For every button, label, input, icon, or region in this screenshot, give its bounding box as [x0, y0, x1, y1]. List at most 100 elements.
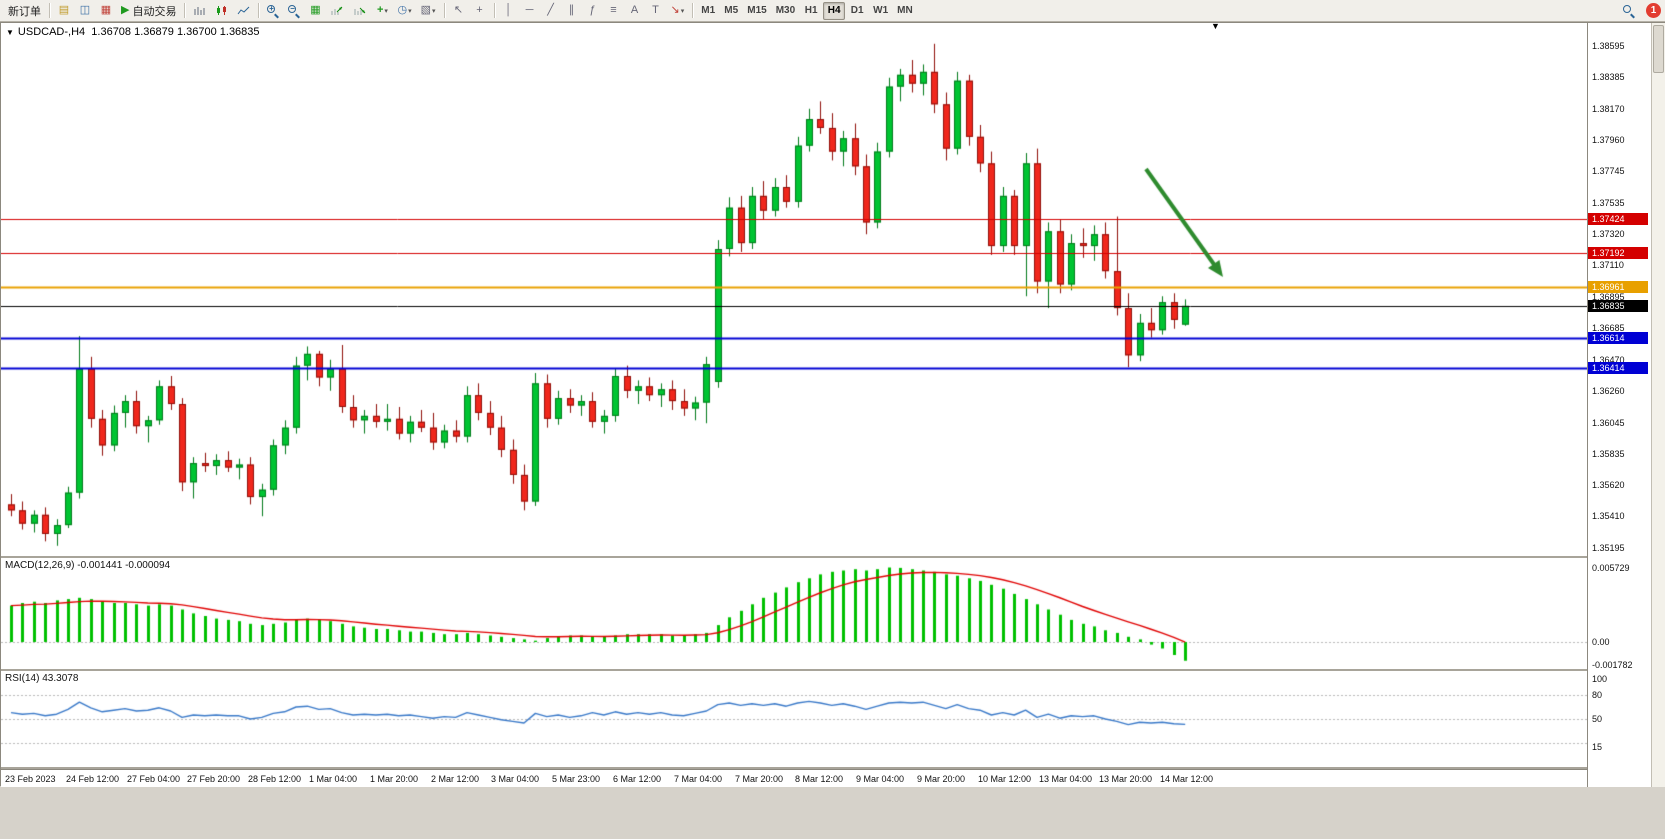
timeframe-button-m30[interactable]: M30 — [772, 2, 799, 20]
text-icon: A — [630, 4, 639, 16]
macd-label: MACD(12,26,9) — [5, 560, 75, 571]
rsi-scale-tick: 80 — [1592, 690, 1603, 700]
crosshair-button[interactable]: + — [470, 2, 490, 20]
toolbar-separator — [258, 3, 260, 18]
macd-panel-canvas[interactable] — [1, 558, 1587, 669]
auto-trading-button[interactable]: ▶ 自动交易 — [117, 2, 180, 20]
price-tick: 1.38170 — [1592, 104, 1625, 114]
pitchfork-button[interactable]: ≡ — [604, 2, 624, 20]
window-bottom-area — [0, 786, 1665, 839]
auto-trading-icon: ▶ — [121, 4, 130, 16]
price-tick: 1.36470 — [1592, 355, 1625, 365]
candle-chart-icon — [217, 6, 227, 15]
timeframe-button-m1[interactable]: M1 — [697, 2, 719, 20]
time-label: 24 Feb 12:00 — [66, 774, 120, 784]
arrows-button[interactable]: ↘ ▾ — [667, 2, 689, 20]
macd-scale-tick: -0.001782 — [1592, 660, 1633, 670]
ohlc-close: 1.36835 — [219, 26, 260, 38]
search-icon — [1623, 4, 1635, 18]
vertical-scrollbar[interactable] — [1651, 23, 1665, 787]
time-label: 1 Mar 04:00 — [309, 774, 358, 784]
price-tag: 1.36414 — [1588, 362, 1648, 374]
rsi-scale-tick: 15 — [1592, 742, 1603, 752]
vertical-line-button[interactable]: │ — [499, 2, 519, 20]
add-indicator-icon: + — [376, 4, 384, 16]
horizontal-line-button[interactable]: ─ — [520, 2, 540, 20]
price-tick: 1.36045 — [1592, 418, 1625, 428]
navigator-button[interactable]: ◫ — [75, 2, 95, 20]
timeframe-button-h1[interactable]: H1 — [800, 2, 822, 20]
main-chart-canvas[interactable] — [1, 23, 1587, 556]
chart-title: ▼ USDCAD-,H4 1.36708 1.36879 1.36700 1.36… — [6, 26, 260, 38]
time-label: 23 Feb 2023 — [5, 774, 56, 784]
timeframe-button-w1[interactable]: W1 — [869, 2, 892, 20]
time-label: 27 Feb 20:00 — [187, 774, 241, 784]
time-label: 7 Mar 04:00 — [674, 774, 723, 784]
label-button[interactable]: T — [646, 2, 666, 20]
market-watch-icon: ▤ — [58, 4, 70, 16]
line-chart-button[interactable] — [233, 2, 254, 20]
templates-button[interactable]: ▧ ▾ — [417, 2, 440, 20]
notification-badge[interactable]: 1 — [1646, 3, 1661, 18]
time-label: 6 Mar 12:00 — [613, 774, 662, 784]
bar-chart-icon — [194, 7, 205, 15]
channel-icon: ∥ — [568, 4, 575, 16]
time-label: 1 Mar 20:00 — [370, 774, 419, 784]
zoom-out-button[interactable]: − — [284, 2, 304, 20]
trendline-button[interactable]: ╱ — [541, 2, 561, 20]
timeframe-button-m15[interactable]: M15 — [743, 2, 770, 20]
template-icon: ▧ — [420, 4, 431, 16]
time-label: 10 Mar 12:00 — [978, 774, 1032, 784]
cursor-button[interactable]: ↖ — [449, 2, 469, 20]
toolbar-separator — [692, 3, 694, 18]
clock-icon: ◷ — [397, 4, 408, 16]
price-tag: 1.36835 — [1588, 300, 1648, 312]
time-label: 9 Mar 04:00 — [856, 774, 905, 784]
timeframe-button-h4[interactable]: H4 — [823, 1, 846, 20]
add-indicator-button[interactable]: + ▾ — [372, 2, 392, 20]
price-tick: 1.37535 — [1592, 198, 1625, 208]
terminal-button[interactable]: ▦ — [96, 2, 116, 20]
price-tick: 1.36260 — [1592, 386, 1625, 396]
chart-shift-marker[interactable]: ▼ — [1211, 21, 1220, 31]
price-tick: 1.36895 — [1592, 292, 1625, 302]
panel-separator[interactable] — [1, 767, 1651, 769]
chevron-down-icon: ▾ — [432, 7, 436, 15]
timeframe-button-d1[interactable]: D1 — [846, 2, 868, 20]
rsi-header: RSI(14) 43.3078 — [5, 673, 78, 684]
vertical-line-icon: │ — [505, 4, 512, 16]
chart-menu-icon[interactable]: ▼ — [6, 28, 14, 37]
text-button[interactable]: A — [625, 2, 645, 20]
timeframe-button-mn[interactable]: MN — [893, 2, 917, 20]
indicator-rise-button[interactable] — [326, 2, 348, 20]
price-tick: 1.37745 — [1592, 166, 1625, 176]
market-watch-button[interactable]: ▤ — [54, 2, 74, 20]
toolbar-separator — [184, 3, 186, 18]
time-label: 14 Mar 12:00 — [1160, 774, 1214, 784]
price-tag: 1.37424 — [1588, 213, 1648, 225]
rsi-panel-canvas[interactable] — [1, 671, 1587, 767]
price-tick: 1.35410 — [1592, 511, 1625, 521]
panel-separator[interactable] — [1, 556, 1651, 558]
bar-chart-button[interactable] — [189, 2, 210, 20]
time-label: 3 Mar 04:00 — [491, 774, 540, 784]
channel-button[interactable]: ∥ — [562, 2, 582, 20]
new-order-button[interactable]: 新订单 — [4, 2, 45, 20]
toolbar-separator — [49, 3, 50, 18]
periods-button[interactable]: ◷ ▾ — [393, 2, 415, 20]
scrollbar-thumb[interactable] — [1653, 25, 1664, 73]
zoom-in-button[interactable]: + — [263, 2, 283, 20]
chevron-down-icon: ▾ — [680, 7, 685, 15]
pitchfork-icon: ≡ — [610, 4, 617, 16]
indicator-fall-button[interactable] — [349, 2, 371, 20]
fibonacci-button[interactable]: ƒ — [583, 2, 603, 20]
candle-chart-button[interactable] — [211, 2, 232, 20]
search-button[interactable] — [1619, 2, 1639, 20]
timeframe-button-m5[interactable]: M5 — [720, 2, 742, 20]
rsi-label: RSI(14) — [5, 673, 40, 684]
price-tick: 1.35195 — [1592, 543, 1625, 553]
price-tag: 1.36961 — [1588, 281, 1648, 293]
tile-windows-button[interactable]: ▦ — [305, 2, 325, 20]
ohlc-low: 1.36700 — [176, 26, 217, 38]
panel-separator[interactable] — [1, 669, 1651, 671]
